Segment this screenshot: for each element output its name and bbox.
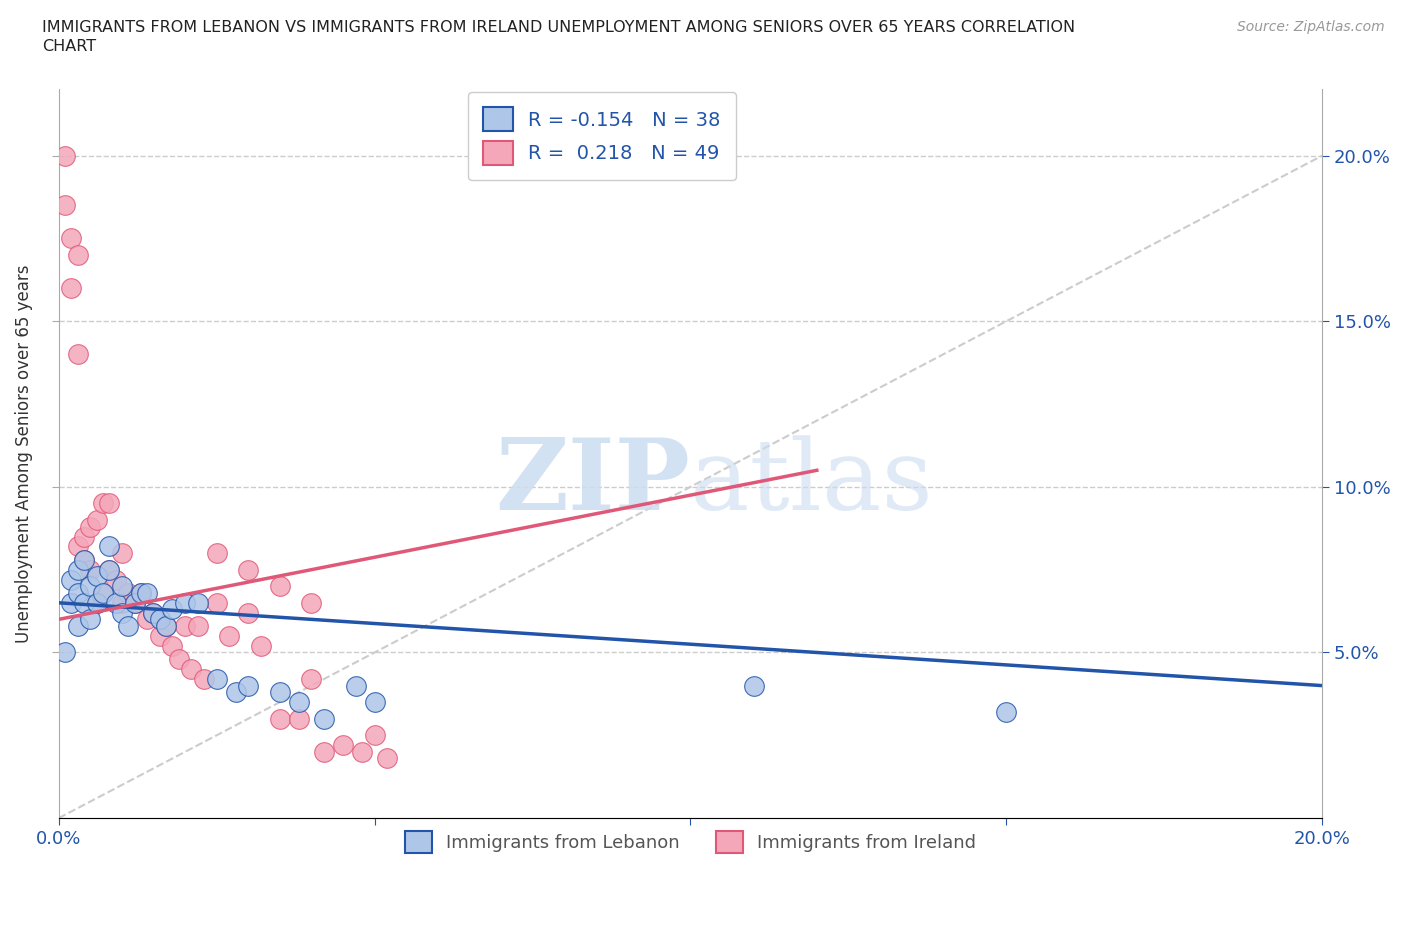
Point [250, 638, 273, 653]
Point [129, 585, 152, 600]
Point [162, 638, 184, 653]
Point [136, 612, 159, 627]
Point [205, 546, 228, 561]
Point [73, 529, 96, 544]
Point [60, 595, 83, 610]
Legend: Immigrants from Lebanon, Immigrants from Ireland: Immigrants from Lebanon, Immigrants from… [398, 824, 984, 860]
Point [287, 711, 309, 726]
Point [187, 595, 209, 610]
Point [167, 652, 190, 667]
Point [332, 737, 354, 752]
Point [66, 585, 89, 600]
Point [53, 148, 76, 163]
Point [149, 629, 172, 644]
Point [312, 744, 335, 759]
Point [86, 569, 108, 584]
Point [60, 281, 83, 296]
Point [238, 678, 260, 693]
Point [375, 751, 398, 766]
Point [111, 578, 134, 593]
Point [79, 578, 101, 593]
Point [98, 496, 121, 511]
Point [299, 671, 322, 686]
Point [350, 744, 373, 759]
Point [73, 552, 96, 567]
Point [79, 563, 101, 578]
Point [91, 585, 114, 600]
Point [174, 618, 197, 633]
Point [73, 552, 96, 567]
Point [98, 539, 121, 554]
Point [98, 563, 121, 578]
Point [73, 595, 96, 610]
Point [104, 572, 127, 587]
Point [142, 605, 165, 620]
Point [86, 595, 108, 610]
Point [79, 519, 101, 534]
Point [193, 671, 215, 686]
Point [66, 347, 89, 362]
Point [124, 595, 146, 610]
Point [104, 595, 127, 610]
Point [53, 645, 76, 660]
Point [91, 585, 114, 600]
Point [155, 618, 177, 633]
Point [129, 585, 152, 600]
Point [117, 618, 139, 633]
Point [187, 618, 209, 633]
Point [287, 695, 309, 710]
Point [111, 546, 134, 561]
Text: atlas: atlas [690, 435, 934, 531]
Point [66, 563, 89, 578]
Point [86, 512, 108, 527]
Point [60, 231, 83, 246]
Point [205, 671, 228, 686]
Point [299, 595, 322, 610]
Point [155, 618, 177, 633]
Point [66, 539, 89, 554]
Point [60, 572, 83, 587]
Point [86, 595, 108, 610]
Point [124, 595, 146, 610]
Point [363, 728, 385, 743]
Point [218, 629, 240, 644]
Point [238, 563, 260, 578]
Point [238, 605, 260, 620]
Text: ZIP: ZIP [495, 434, 690, 531]
Point [66, 618, 89, 633]
Point [205, 595, 228, 610]
Point [162, 602, 184, 617]
Text: IMMIGRANTS FROM LEBANON VS IMMIGRANTS FROM IRELAND UNEMPLOYMENT AMONG SENIORS OV: IMMIGRANTS FROM LEBANON VS IMMIGRANTS FR… [42, 20, 1076, 35]
Point [66, 247, 89, 262]
Y-axis label: Unemployment Among Seniors over 65 years: Unemployment Among Seniors over 65 years [15, 264, 32, 643]
Point [142, 605, 165, 620]
Point [995, 705, 1018, 720]
Point [269, 578, 291, 593]
Point [269, 711, 291, 726]
Point [180, 661, 202, 676]
Point [149, 612, 172, 627]
Point [363, 695, 385, 710]
Point [79, 612, 101, 627]
Point [91, 496, 114, 511]
Point [98, 563, 121, 578]
Point [111, 605, 134, 620]
Point [174, 595, 197, 610]
Point [344, 678, 367, 693]
Point [136, 585, 159, 600]
Point [312, 711, 335, 726]
Point [269, 684, 291, 699]
Point [742, 678, 765, 693]
Point [117, 585, 139, 600]
Text: CHART: CHART [42, 39, 96, 54]
Point [111, 595, 134, 610]
Point [53, 198, 76, 213]
Text: Source: ZipAtlas.com: Source: ZipAtlas.com [1237, 20, 1385, 34]
Point [225, 684, 247, 699]
